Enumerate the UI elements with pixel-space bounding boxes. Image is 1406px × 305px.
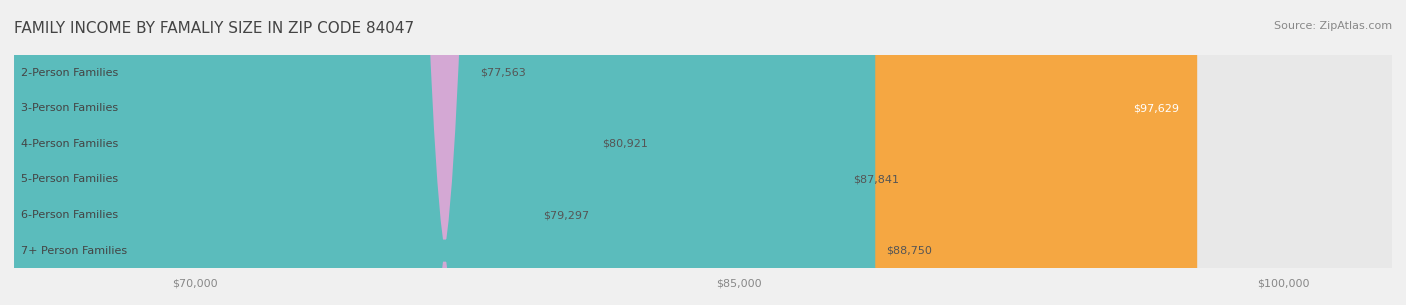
Text: 7+ Person Families: 7+ Person Families (21, 246, 127, 256)
Text: 3-Person Families: 3-Person Families (21, 103, 118, 113)
FancyBboxPatch shape (14, 0, 1392, 305)
FancyBboxPatch shape (14, 0, 533, 305)
FancyBboxPatch shape (14, 0, 1197, 305)
Text: Source: ZipAtlas.com: Source: ZipAtlas.com (1274, 21, 1392, 31)
Text: $87,841: $87,841 (853, 174, 900, 185)
FancyBboxPatch shape (14, 0, 842, 305)
Text: $77,563: $77,563 (481, 68, 526, 78)
FancyBboxPatch shape (14, 0, 592, 305)
FancyBboxPatch shape (14, 0, 1392, 305)
Text: $79,297: $79,297 (543, 210, 589, 220)
FancyBboxPatch shape (14, 0, 1392, 305)
Text: 5-Person Families: 5-Person Families (21, 174, 118, 185)
FancyBboxPatch shape (14, 0, 1392, 305)
Text: FAMILY INCOME BY FAMALIY SIZE IN ZIP CODE 84047: FAMILY INCOME BY FAMALIY SIZE IN ZIP COD… (14, 21, 415, 36)
FancyBboxPatch shape (14, 0, 1392, 305)
FancyBboxPatch shape (14, 0, 1392, 305)
Text: $97,629: $97,629 (1133, 103, 1180, 113)
FancyBboxPatch shape (14, 0, 876, 305)
Text: 2-Person Families: 2-Person Families (21, 68, 118, 78)
Text: $88,750: $88,750 (886, 246, 932, 256)
Text: 4-Person Families: 4-Person Families (21, 139, 118, 149)
Text: 6-Person Families: 6-Person Families (21, 210, 118, 220)
FancyBboxPatch shape (14, 0, 470, 305)
Text: $80,921: $80,921 (602, 139, 648, 149)
